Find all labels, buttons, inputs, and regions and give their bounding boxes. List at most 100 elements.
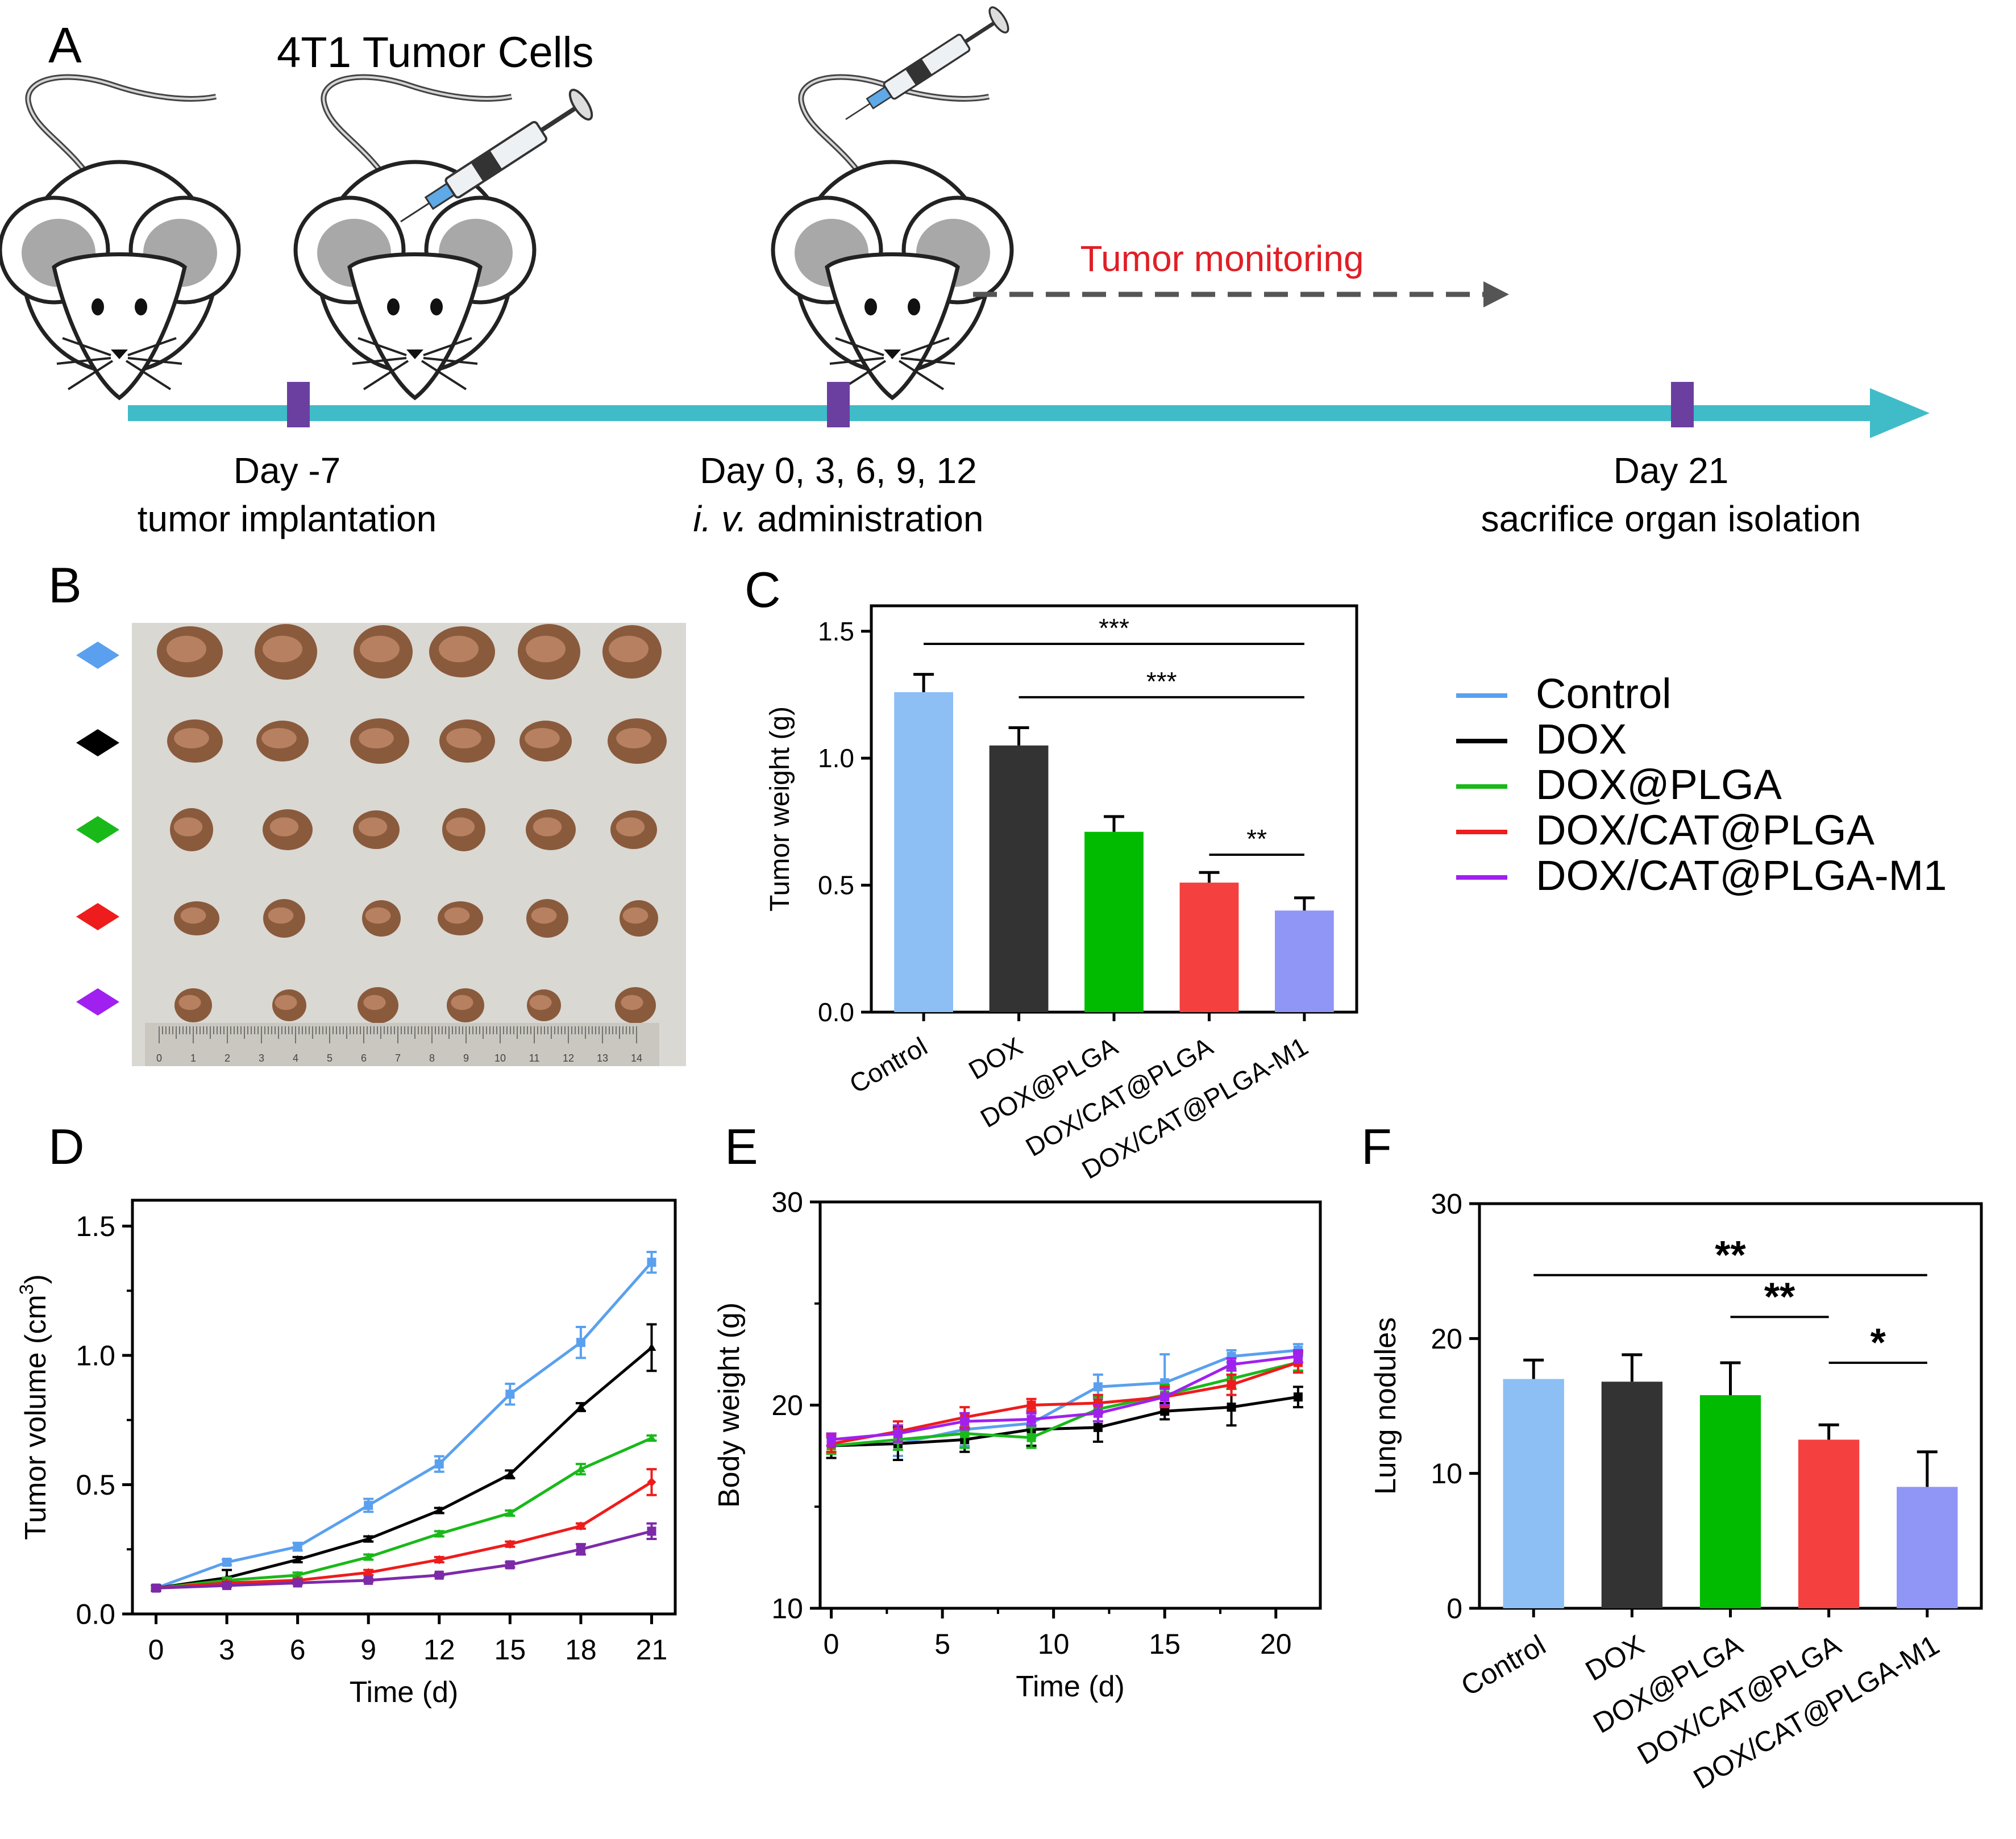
series-3-point-7	[647, 1477, 656, 1487]
x-tick-label: 9	[360, 1634, 376, 1666]
tumor-highlight	[621, 995, 643, 1010]
series-2-point-5	[505, 1508, 515, 1517]
series-1-point-2	[293, 1555, 302, 1563]
panel-b: B 0 1 2 3 4 5 6 7 8 9 10 11 12 13 14	[48, 557, 686, 1066]
series-4-point-6	[1227, 1360, 1236, 1369]
x-tick-label: 20	[1260, 1628, 1292, 1660]
mouse-icon-1	[0, 77, 239, 398]
legend-label-3: DOX/CAT@PLGA	[1536, 806, 1875, 854]
syringe-icon	[400, 89, 593, 223]
bar-3	[1798, 1439, 1860, 1608]
x-axis-label: Time (d)	[350, 1676, 459, 1709]
bar-4	[1897, 1487, 1958, 1608]
bar-1	[989, 745, 1049, 1012]
x-axis-label: Time (d)	[1016, 1670, 1125, 1703]
tumor-highlight	[275, 995, 297, 1010]
ruler-number: 12	[563, 1052, 574, 1064]
series-4-point-3	[364, 1575, 373, 1585]
y-tick-label: 10	[771, 1593, 803, 1625]
y-tick-label: 30	[1431, 1188, 1462, 1220]
y-tick-label: 1.5	[76, 1210, 115, 1242]
significance-label-1: ***	[1146, 667, 1177, 696]
tumor-highlight	[444, 907, 470, 924]
bar-4	[1274, 910, 1334, 1012]
tumor-highlight	[616, 817, 645, 837]
tumor-highlight	[360, 635, 400, 663]
series-line-4	[156, 1529, 652, 1590]
category-label-0: Control	[1456, 1629, 1551, 1702]
series-0-point-5	[505, 1389, 515, 1399]
y-tick-label: 20	[1431, 1323, 1462, 1355]
tumor-highlight	[174, 728, 209, 748]
chart-d-letter: D	[48, 1118, 85, 1175]
monitoring-label: Tumor monitoring	[1080, 238, 1364, 279]
series-line-4	[831, 1355, 1299, 1441]
x-tick-label: 15	[1149, 1628, 1180, 1660]
series-4-point-2	[293, 1578, 302, 1588]
y-axis-label: Body weight (g)	[713, 1303, 746, 1508]
step-2-day: Day 0, 3, 6, 9, 12	[700, 450, 976, 491]
series-1-point-3	[364, 1534, 373, 1542]
tumor-highlight	[525, 728, 560, 748]
category-label-0: Control	[845, 1031, 932, 1099]
series-1-point-7	[1293, 1392, 1303, 1402]
tumor-highlight	[180, 907, 206, 924]
group-marker-3	[76, 903, 119, 930]
series-3-point-5	[505, 1540, 515, 1549]
tumor-photo	[132, 623, 686, 1066]
tumor-highlight	[622, 907, 649, 924]
series-0-point-6	[576, 1338, 585, 1347]
x-tick-label: 6	[290, 1634, 306, 1666]
significance-label-0: **	[1715, 1233, 1746, 1277]
y-tick-label: 1.0	[76, 1340, 115, 1372]
tumor-highlight	[616, 728, 651, 748]
chart-c-letter: C	[745, 561, 781, 618]
chart-e: E 10 20 30 0 5 10 15 20 Time (d) Body weight (g)	[713, 1118, 1322, 1703]
series-2-point-3	[1026, 1433, 1036, 1442]
step-2-desc: i. v. administration	[693, 498, 984, 539]
tumor-highlight	[529, 995, 552, 1010]
series-3-point-6	[576, 1521, 585, 1531]
series-0-point-4	[434, 1459, 444, 1469]
series-3-point-3	[364, 1568, 373, 1578]
bar-0	[894, 692, 954, 1012]
series-4-point-7	[647, 1526, 656, 1536]
series-4-point-5	[505, 1560, 515, 1570]
ruler-number: 1	[190, 1052, 196, 1064]
legend: ControlDOXDOX@PLGADOX/CAT@PLGADOX/CAT@PL…	[1456, 670, 1947, 899]
series-line-2	[156, 1437, 652, 1590]
category-label-1: DOX	[963, 1031, 1027, 1085]
group-marker-2	[76, 816, 119, 843]
mouse-icon-3	[773, 77, 1012, 398]
step-1-desc: tumor implantation	[138, 498, 437, 539]
x-tick-label: 0	[824, 1628, 839, 1660]
x-tick-label: 18	[565, 1634, 597, 1666]
ruler-number: 5	[327, 1052, 332, 1064]
series-0-point-7	[647, 1258, 656, 1267]
tumor-highlight	[167, 635, 206, 663]
significance-label-2: **	[1246, 824, 1267, 854]
tumor-photo-tumors	[157, 624, 667, 1023]
y-axis-label: Lung nodules	[1369, 1317, 1402, 1495]
ruler-number: 6	[361, 1052, 367, 1064]
tumor-highlight	[268, 907, 294, 924]
ruler-number: 13	[597, 1052, 608, 1064]
ruler-number: 11	[529, 1052, 540, 1064]
monitoring-arrow-head	[1483, 281, 1509, 307]
series-1-point-7	[647, 1343, 656, 1351]
series-2-point-4	[434, 1529, 444, 1537]
chart-d: D 0.0 0.5 1.0 1.5 0 3 6 9 12 15 18 21 Time (d) Tumor v…	[16, 1118, 677, 1709]
chart-f-letter: F	[1361, 1118, 1392, 1175]
series-line-0	[155, 1261, 653, 1590]
series-3-point-6	[1227, 1380, 1236, 1389]
tumor-highlight	[359, 728, 394, 748]
tumor-highlight	[365, 907, 391, 924]
timeline-arrow-head	[1870, 388, 1930, 438]
tumor-highlight	[269, 817, 299, 837]
series-0-point-1	[222, 1558, 232, 1567]
syringe-icon-2	[845, 6, 1009, 120]
tumor-highlight	[261, 728, 297, 748]
panel-b-letter: B	[48, 557, 82, 613]
y-tick-label: 1.5	[818, 617, 854, 646]
y-tick-label: 20	[771, 1389, 803, 1421]
